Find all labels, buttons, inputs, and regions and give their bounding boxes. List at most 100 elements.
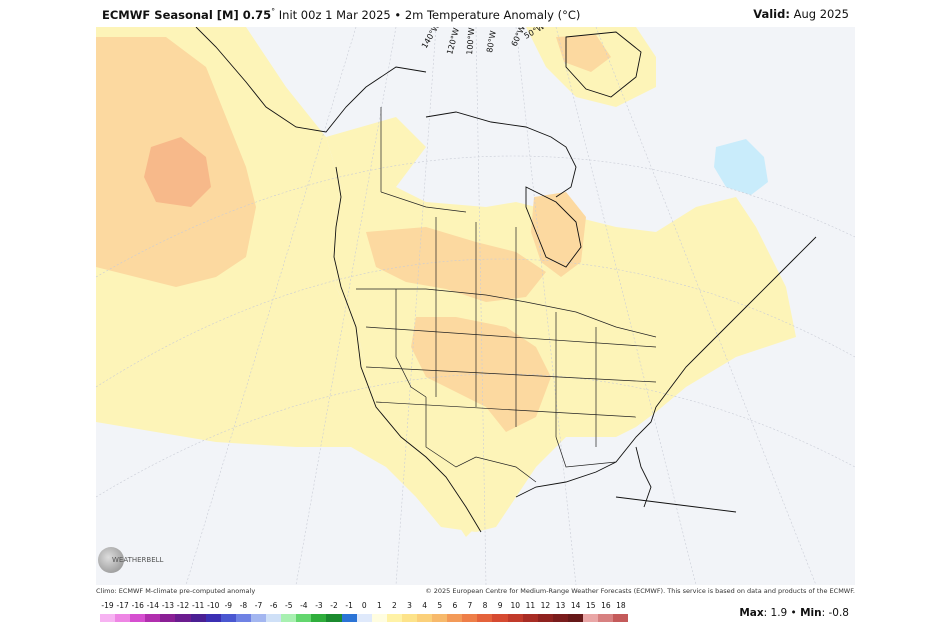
anomaly-fill-cool <box>714 139 768 195</box>
colorbar-tick-label: 18 <box>616 601 626 610</box>
colorbar-swatch <box>250 614 267 622</box>
colorbar-swatch <box>296 614 312 622</box>
colorbar-swatch <box>537 614 553 622</box>
max-value: : 1.9 • <box>763 607 801 619</box>
colorbar-tick-label: 4 <box>422 601 428 610</box>
colorbar-swatch <box>401 614 417 622</box>
anomaly-fill-hudson-warm <box>531 192 586 277</box>
colorbar-swatch <box>220 614 236 622</box>
colorbar-swatch <box>356 614 372 622</box>
colorbar-tick-label: 11 <box>525 601 536 610</box>
init-text: Init 00z 1 Mar 2025 • 2m Temperature Ano… <box>275 7 581 22</box>
colorbar-tick-label: 7 <box>467 601 473 610</box>
colorbar-tick-label: -14 <box>146 601 159 610</box>
colorbar-tick-label: -10 <box>207 601 220 610</box>
colorbar-swatch <box>175 614 191 622</box>
colorbar-swatch <box>190 614 206 622</box>
colorbar-tick-label: -6 <box>269 601 278 610</box>
colorbar-tick-label: -1 <box>345 601 353 610</box>
colorbar-tick-label: 8 <box>482 601 488 610</box>
colorbar-tick-label: 14 <box>570 601 581 610</box>
colorbar-tick-label: -19 <box>101 601 114 610</box>
colorbar-tick-label: 5 <box>437 601 443 610</box>
colorbar-swatch <box>477 614 493 622</box>
colorbar-tick-label: 10 <box>510 601 521 610</box>
colorbar-tick-label: 15 <box>585 601 596 610</box>
anomaly-fill-continent <box>326 117 796 532</box>
colorbar-swatch <box>311 614 327 622</box>
political-borders <box>356 107 657 483</box>
colorbar-tick-label: -16 <box>131 601 144 610</box>
colorbar-swatch <box>432 614 448 622</box>
copyright-note: © 2025 European Centre for Medium-Range … <box>425 587 855 595</box>
meridian-label: 100°W <box>465 27 476 55</box>
map-title: ECMWF Seasonal [M] 0.75° Init 00z 1 Mar … <box>102 7 580 22</box>
map-canvas: 140°W 120°W 100°W 80°W 60°W 50°W <box>96 27 855 585</box>
colorbar-tick-label: -9 <box>224 601 233 610</box>
colorbar-tick-label: -11 <box>192 601 205 610</box>
colorbar-swatch <box>145 614 161 622</box>
anomaly-fill-greenland-warm <box>556 35 611 72</box>
colorbar-swatch <box>522 614 538 622</box>
colorbar-swatch <box>492 614 508 622</box>
colorbar-swatch <box>598 614 614 622</box>
colorbar-tick-label: 0 <box>361 601 367 610</box>
colorbar-tick-label: -5 <box>285 601 293 610</box>
colorbar-swatch <box>462 614 478 622</box>
colorbar-swatch <box>205 614 221 622</box>
colorbar-swatch <box>583 614 599 622</box>
colorbar-swatch <box>235 614 251 622</box>
colorbar-swatch <box>416 614 433 622</box>
colorbar-tick-label: 16 <box>601 601 611 610</box>
colorbar-swatch <box>567 614 583 622</box>
colorbar-tick-label: 6 <box>452 601 458 610</box>
colorbar-swatch <box>130 614 146 622</box>
model-name: ECMWF Seasonal [M] 0.75 <box>102 7 272 22</box>
colorbar-tick-label: -12 <box>176 601 190 610</box>
colorbar-tick-label: 12 <box>540 601 551 610</box>
colorbar-tick-label: -13 <box>161 601 175 610</box>
anomaly-fill-pacific-core <box>144 137 211 207</box>
colorbar-swatch <box>100 614 116 622</box>
colorbar-tick-label: 3 <box>407 601 412 610</box>
meridian-label: 120°W <box>445 27 461 56</box>
valid-date: Valid: Aug 2025 <box>753 7 849 21</box>
valid-label: Valid: <box>753 7 790 21</box>
colorbar-swatch <box>552 614 568 622</box>
colorbar-swatch <box>371 614 387 622</box>
coastlines <box>195 27 817 533</box>
colorbar-swatch <box>341 614 357 622</box>
colorbar-swatch <box>326 614 342 622</box>
anomaly-map: 140°W 120°W 100°W 80°W 60°W 50°W <box>96 27 855 585</box>
colorbar-tick-label: -2 <box>330 601 338 610</box>
min-label: Min <box>800 607 822 619</box>
colorbar-tick-label: 9 <box>497 601 503 610</box>
colorbar-swatch <box>447 614 463 622</box>
max-min-stats: Max: 1.9 • Min: -0.8 <box>739 607 849 619</box>
colorbar-swatch <box>160 614 176 622</box>
valid-value: Aug 2025 <box>789 7 849 21</box>
colorbar-tick-label: -7 <box>254 601 263 610</box>
climo-note: Climo: ECMWF M-climate pre-computed anom… <box>96 587 256 595</box>
meridian-labels: 140°W 120°W 100°W 80°W 60°W 50°W <box>420 27 546 56</box>
degree-mark: ° <box>271 7 276 16</box>
weatherbell-logo: WEATHERBELL <box>98 547 163 573</box>
colorbar-tick-label: 2 <box>392 601 397 610</box>
meridian-label: 140°W <box>420 27 441 50</box>
logo-swirl-icon <box>98 547 124 573</box>
colorbar-swatch <box>266 614 282 622</box>
min-value: : -0.8 <box>821 607 849 619</box>
colorbar-swatch <box>386 614 402 622</box>
colorbar-tick-label: 13 <box>555 601 566 610</box>
colorbar-swatch <box>115 614 131 622</box>
colorbar-tick-label: 1 <box>376 601 382 610</box>
colorbar-tick-label: -8 <box>239 601 248 610</box>
logo-text: WEATHERBELL <box>112 556 164 564</box>
colorbar-swatch <box>507 614 523 622</box>
colorbar-tick-label: -17 <box>116 601 129 610</box>
colorbar <box>100 614 629 622</box>
colorbar-tick-label: -4 <box>300 601 308 610</box>
colorbar-tick-label: -3 <box>315 601 323 610</box>
meridian-label: 80°W <box>485 30 498 53</box>
anomaly-fill-canada-warm <box>366 227 546 302</box>
